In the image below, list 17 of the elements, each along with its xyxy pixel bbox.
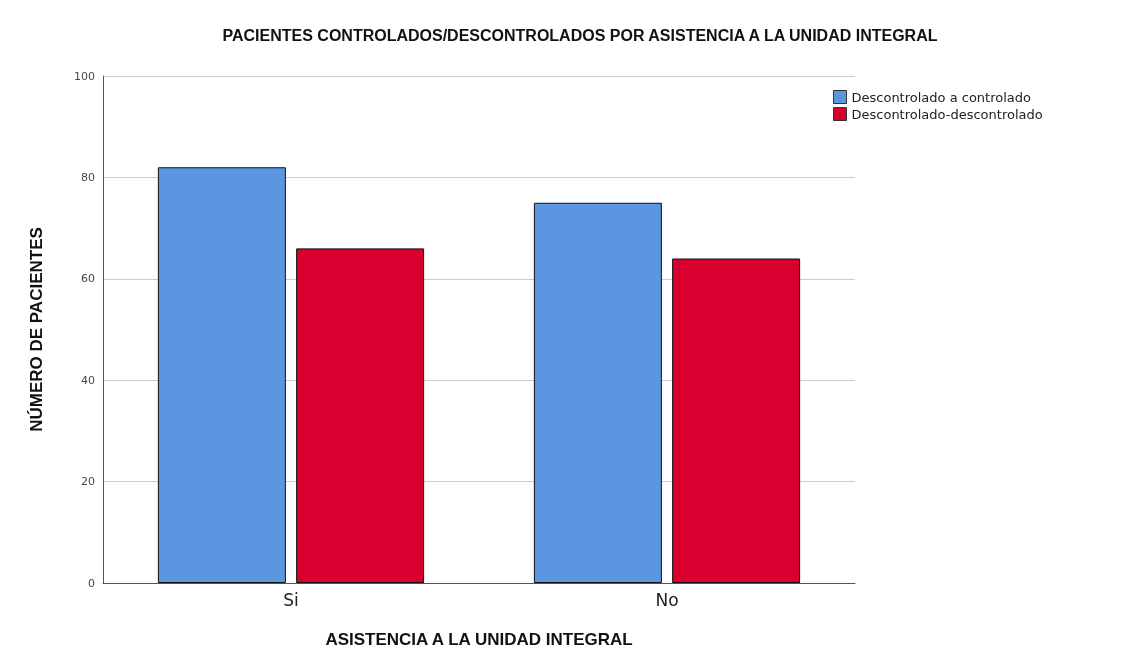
x-axis-title: ASISTENCIA A LA UNIDAD INTEGRAL [325, 630, 633, 649]
y-tick-label: 80 [81, 170, 95, 184]
x-tick-label: No [655, 589, 679, 610]
chart-title: PACIENTES CONTROLADOS/DESCONTROLADOS POR ASISTENCIA A LA UNIDAD INTEGRAL [222, 26, 938, 44]
bar [296, 248, 425, 583]
legend-label: Descontrolado-descontrolado [851, 106, 1043, 122]
legend-label: Descontrolado a controlado [851, 89, 1032, 105]
y-axis-title: NÚMERO DE PACIENTES [27, 227, 46, 432]
bar [157, 167, 286, 583]
x-tick-label: Si [283, 589, 299, 610]
y-tick-label: 40 [81, 373, 95, 387]
y-tick-label: 0 [88, 576, 95, 590]
y-tick-label: 20 [81, 475, 95, 489]
y-tick-label: 100 [74, 69, 95, 83]
y-tick-label: 60 [81, 272, 95, 286]
bar [672, 258, 801, 583]
bar [533, 202, 662, 583]
